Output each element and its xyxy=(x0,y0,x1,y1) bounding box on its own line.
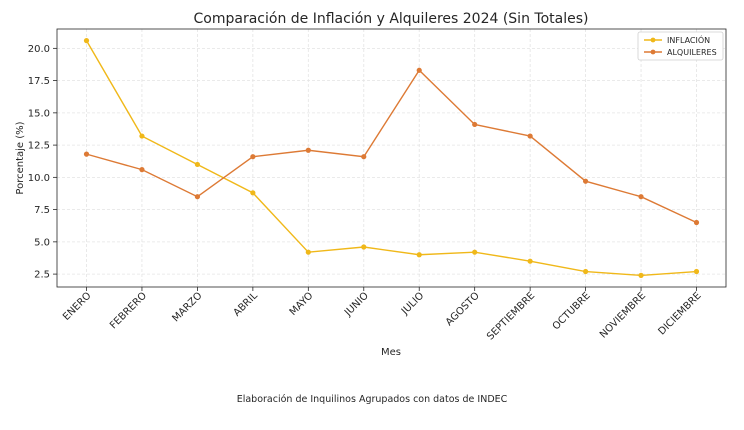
y-tick-label: 20.0 xyxy=(28,44,50,55)
x-tick-label: OCTUBRE xyxy=(551,290,593,332)
data-point xyxy=(582,268,589,275)
data-point xyxy=(361,154,367,160)
legend-label-0: INFLACIÓN xyxy=(667,34,710,45)
grid xyxy=(57,29,726,287)
plot-frame xyxy=(56,28,727,288)
data-point xyxy=(527,133,533,139)
data-point xyxy=(139,167,145,173)
data-point xyxy=(83,151,90,157)
y-axis-label: Porcentaje (%) xyxy=(15,121,26,194)
chart-title: Comparación de Inflación y Alquileres 20… xyxy=(194,11,589,27)
legend-box xyxy=(637,31,724,61)
x-tick-label: MARZO xyxy=(170,290,204,324)
data-point xyxy=(527,258,533,264)
legend-marker-1 xyxy=(650,49,656,55)
data-point xyxy=(250,154,256,160)
data-point xyxy=(638,272,644,278)
series-layer xyxy=(83,38,700,278)
data-point xyxy=(194,194,201,200)
data-point xyxy=(693,268,700,275)
y-axis: 2.5 5.0 7.5 10.0 12.5 15.0 17.5 20.0 xyxy=(28,44,57,281)
y-tick-label: 7.5 xyxy=(34,205,50,216)
data-point xyxy=(416,252,422,258)
x-tick-label: ENERO xyxy=(61,290,94,323)
legend-label-1: ALQUILERES xyxy=(667,48,717,57)
data-point xyxy=(693,219,700,226)
x-tick-label: MAYO xyxy=(288,290,316,318)
data-point xyxy=(83,38,90,44)
x-tick-label: JUNIO xyxy=(342,290,371,319)
x-tick-label: NOVIEMBRE xyxy=(598,290,648,340)
data-point xyxy=(472,121,478,128)
data-point xyxy=(416,67,422,73)
y-tick-label: 2.5 xyxy=(34,270,50,281)
x-axis-label: Mes xyxy=(381,347,401,358)
data-point xyxy=(250,190,256,196)
legend-marker-0 xyxy=(650,37,656,43)
data-point xyxy=(582,178,589,184)
source-caption: Elaboración de Inquilinos Agrupados con … xyxy=(237,394,508,405)
x-tick-label: FEBRERO xyxy=(108,290,149,331)
series-line-0 xyxy=(85,40,697,277)
data-point xyxy=(305,249,311,255)
data-point xyxy=(194,161,201,168)
x-tick-label: SEPTIEMBRE xyxy=(485,290,537,342)
legend: INFLACIÓN ALQUILERES xyxy=(637,31,724,61)
x-axis: ENERO FEBRERO MARZO ABRIL MAYO JUNIO JULIO AGOS… xyxy=(61,287,704,343)
y-tick-label: 12.5 xyxy=(28,141,50,152)
data-point xyxy=(305,147,311,153)
x-tick-label: JULIO xyxy=(399,290,426,317)
data-point xyxy=(139,133,145,139)
data-point xyxy=(361,244,367,250)
x-tick-label: AGOSTO xyxy=(444,290,482,328)
data-point xyxy=(472,249,478,255)
series-line-1 xyxy=(86,69,697,224)
data-point xyxy=(638,194,644,200)
x-tick-label: DICIEMBRE xyxy=(656,290,703,337)
y-tick-label: 15.0 xyxy=(28,108,50,119)
y-tick-label: 5.0 xyxy=(34,237,50,248)
x-tick-label: ABRIL xyxy=(232,290,261,319)
y-tick-label: 10.0 xyxy=(28,173,50,184)
y-tick-label: 17.5 xyxy=(28,76,50,87)
